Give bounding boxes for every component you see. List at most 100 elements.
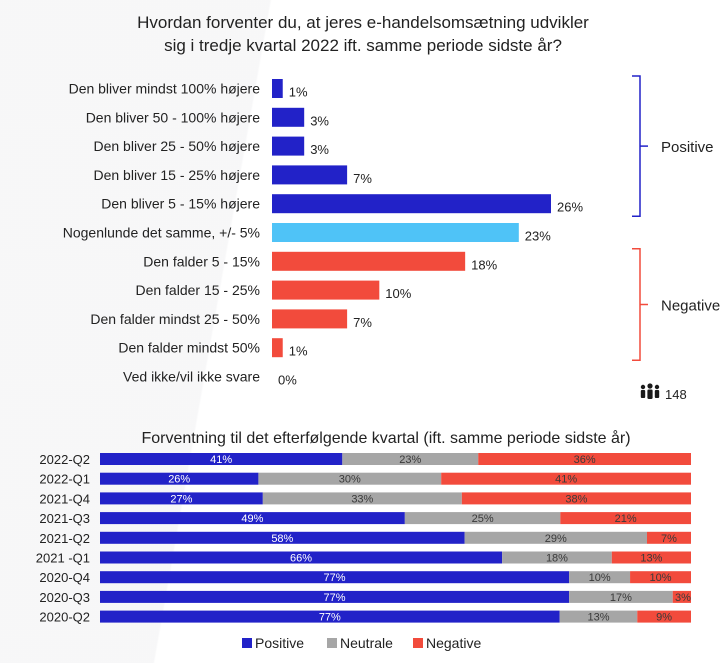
bottom-segment-label: 9% bbox=[656, 612, 672, 624]
bottom-bar-segment bbox=[559, 610, 638, 623]
legend-label: Negative bbox=[426, 635, 481, 651]
top-category-label: Den falder 5 - 15% bbox=[143, 253, 260, 269]
bottom-segment-label: 77% bbox=[324, 572, 346, 584]
bottom-category-label: 2021-Q2 bbox=[39, 531, 90, 546]
top-category-label: Den bliver 50 - 100% højere bbox=[86, 109, 261, 125]
bottom-bar-segment bbox=[502, 551, 612, 564]
top-category-label: Ved ikke/vil ikke svare bbox=[123, 369, 260, 385]
legend-label: Positive bbox=[255, 635, 304, 651]
top-category-label: Nogenlunde det samme, +/- 5% bbox=[63, 225, 260, 241]
top-value-label: 3% bbox=[310, 113, 329, 128]
top-bar bbox=[272, 251, 466, 271]
top-value-label: 10% bbox=[385, 286, 411, 301]
bottom-segment-label: 18% bbox=[546, 553, 568, 565]
respondent-count-label: 148 bbox=[665, 387, 687, 402]
top-value-label: 0% bbox=[278, 373, 297, 388]
bottom-segment-label: 7% bbox=[661, 533, 677, 545]
top-value-label: 7% bbox=[353, 315, 372, 330]
bottom-bar-segment bbox=[630, 571, 691, 584]
bottom-segment-label: 36% bbox=[574, 454, 596, 466]
bottom-segment-label: 58% bbox=[271, 533, 293, 545]
top-bar bbox=[272, 280, 380, 300]
bottom-segment-label: 29% bbox=[545, 533, 567, 545]
bottom-category-label: 2020-Q4 bbox=[39, 570, 90, 585]
bottom-category-label: 2022-Q1 bbox=[39, 472, 90, 487]
top-value-label: 1% bbox=[289, 344, 308, 359]
bottom-segment-label: 49% bbox=[241, 513, 263, 525]
bottom-chart-title: Forventning til det efterfølgende kvarta… bbox=[141, 429, 630, 447]
bottom-segment-label: 41% bbox=[555, 474, 577, 486]
bottom-category-label: 2021-Q4 bbox=[39, 491, 90, 506]
bottom-category-label: 2020-Q2 bbox=[39, 610, 90, 625]
bottom-bar-segment bbox=[100, 512, 405, 525]
bottom-segment-label: 13% bbox=[640, 553, 662, 565]
bottom-bar-segment bbox=[404, 512, 561, 525]
legend-swatch bbox=[327, 638, 337, 648]
bottom-bar-segment bbox=[342, 453, 479, 465]
bottom-segment-label: 38% bbox=[565, 493, 587, 505]
top-value-label: 7% bbox=[353, 171, 372, 186]
bottom-category-label: 2022-Q2 bbox=[39, 452, 90, 467]
bottom-bar-segment bbox=[100, 531, 465, 544]
bottom-segment-label: 33% bbox=[351, 493, 373, 505]
bottom-segment-label: 10% bbox=[650, 572, 672, 584]
bottom-segment-label: 26% bbox=[168, 474, 190, 486]
top-category-label: Den bliver 25 - 50% højere bbox=[93, 138, 260, 154]
bottom-bar-segment bbox=[100, 571, 570, 584]
top-category-label: Den bliver mindst 100% højere bbox=[69, 81, 261, 97]
bottom-bar-segment bbox=[569, 571, 631, 584]
top-bar bbox=[272, 79, 283, 98]
bottom-segment-label: 30% bbox=[339, 474, 361, 486]
top-category-label: Den falder 15 - 25% bbox=[135, 282, 260, 298]
legend-swatch bbox=[413, 638, 423, 648]
top-bar bbox=[272, 194, 551, 214]
group-bracket bbox=[632, 248, 641, 361]
bottom-bar-segment bbox=[441, 472, 691, 485]
top-value-label: 18% bbox=[471, 257, 497, 272]
top-chart: Den bliver mindst 100% højere 1% Den blive… bbox=[63, 79, 583, 388]
top-chart-title-line-1: Hvordan forventer du, at jeres e-handels… bbox=[137, 13, 589, 32]
bottom-bar-segment bbox=[478, 453, 691, 465]
bottom-bar-segment bbox=[646, 531, 691, 544]
top-category-label: Den bliver 15 - 25% højere bbox=[93, 167, 260, 183]
top-value-label: 23% bbox=[525, 229, 551, 244]
top-value-label: 26% bbox=[557, 200, 583, 215]
top-bar bbox=[272, 165, 348, 185]
bottom-bar-segment bbox=[672, 590, 691, 603]
group-label: Positive bbox=[661, 139, 714, 156]
top-chart-title-line-2: sig i tredje kvartal 2022 ift. samme per… bbox=[164, 36, 562, 55]
bottom-bar-segment bbox=[262, 492, 462, 505]
bottom-bar-segment bbox=[461, 492, 691, 505]
bottom-bar-segment bbox=[637, 610, 691, 623]
group-bracket bbox=[632, 75, 641, 217]
top-category-label: Den falder mindst 50% bbox=[118, 340, 260, 356]
bottom-bar-segment bbox=[569, 590, 673, 603]
legend-label: Neutrale bbox=[340, 635, 393, 651]
group-label: Negative bbox=[661, 298, 720, 315]
top-bar bbox=[272, 338, 283, 358]
top-value-label: 1% bbox=[289, 85, 308, 100]
bottom-segment-label: 13% bbox=[587, 612, 609, 624]
bottom-segment-label: 10% bbox=[589, 572, 611, 584]
bottom-segment-label: 25% bbox=[472, 513, 494, 525]
top-bar bbox=[272, 309, 348, 329]
bottom-bar-segment bbox=[100, 590, 570, 603]
bottom-segment-label: 27% bbox=[170, 493, 192, 505]
bottom-segment-label: 77% bbox=[324, 592, 346, 604]
bottom-bar-segment bbox=[464, 531, 647, 544]
top-category-label: Den falder mindst 25 - 50% bbox=[90, 311, 260, 327]
bottom-segment-label: 41% bbox=[210, 454, 232, 466]
bottom-segment-label: 3% bbox=[675, 592, 691, 604]
bottom-segment-label: 77% bbox=[319, 612, 341, 624]
bottom-bar-segment bbox=[100, 453, 343, 465]
respondent-count: 148 bbox=[640, 383, 687, 402]
bottom-chart: 2022-Q2 41% 23% 36% 2022-Q1 26% 30% 41% 2021-Q4 2… bbox=[36, 452, 691, 625]
bottom-bar-segment bbox=[258, 472, 442, 485]
bottom-bar-segment bbox=[100, 610, 560, 623]
bottom-segment-label: 66% bbox=[290, 553, 312, 565]
legend-swatch bbox=[242, 638, 252, 648]
bottom-bar-segment bbox=[611, 551, 691, 564]
top-value-label: 3% bbox=[310, 142, 329, 157]
top-bar bbox=[272, 136, 305, 156]
